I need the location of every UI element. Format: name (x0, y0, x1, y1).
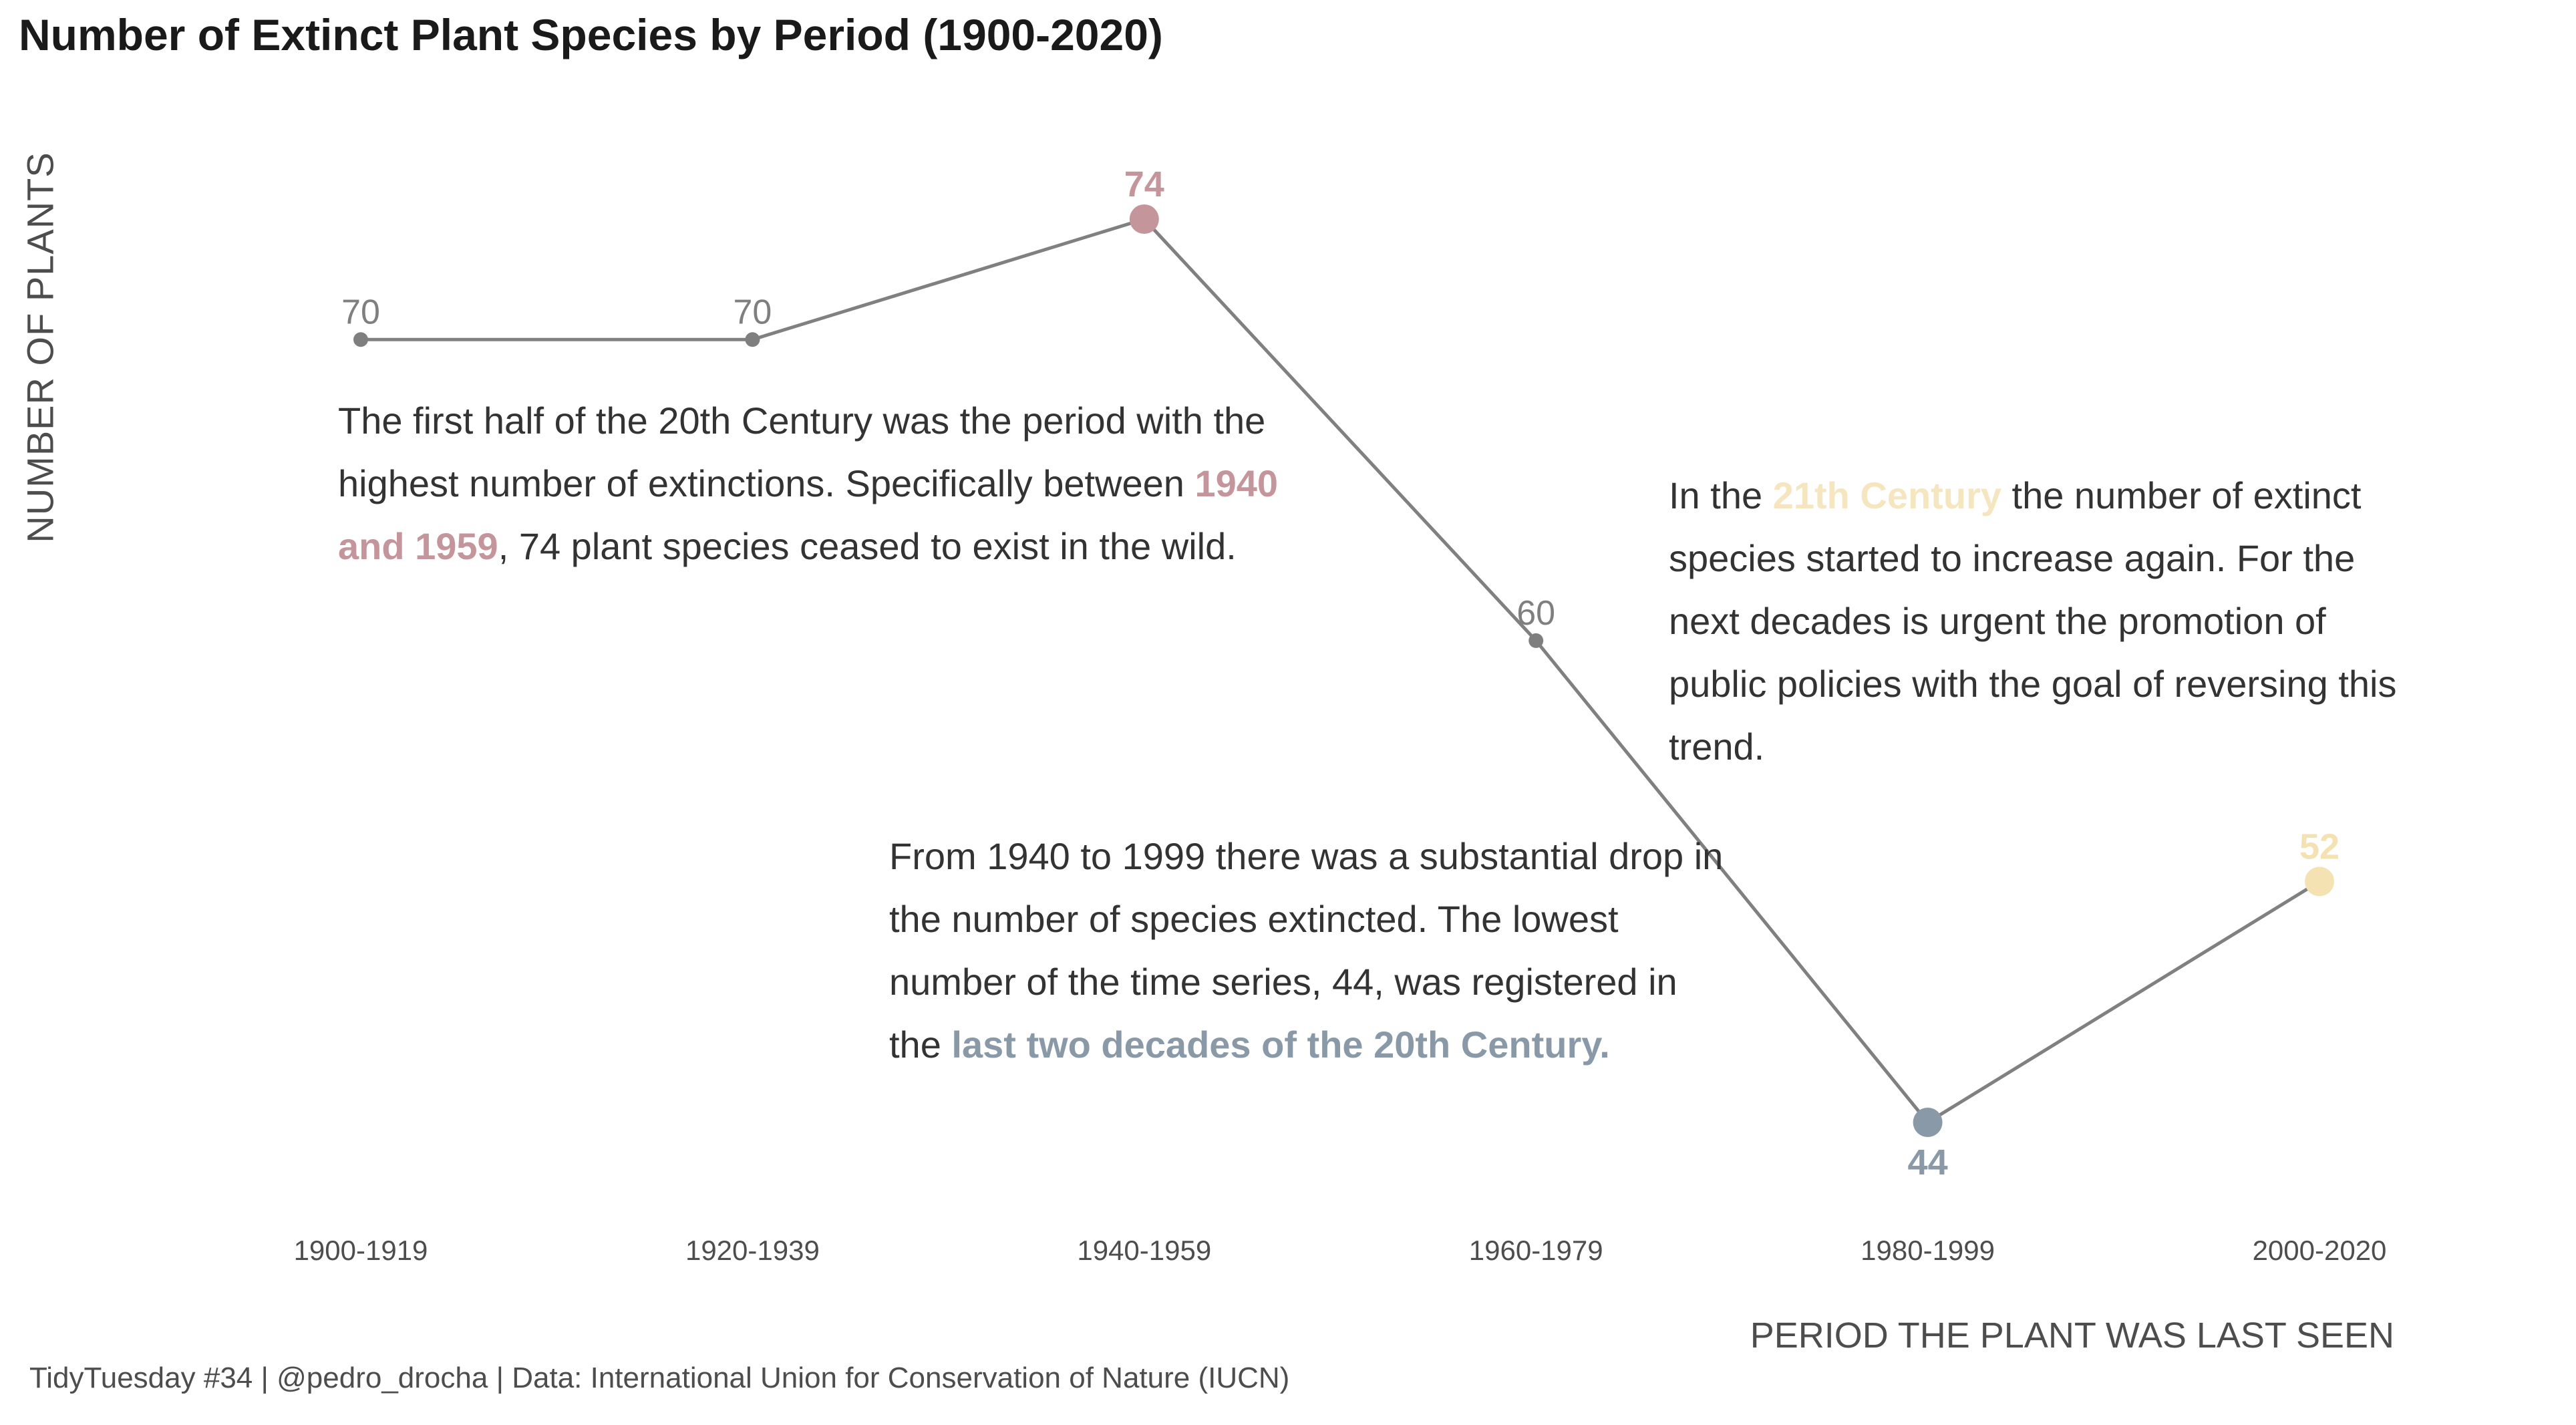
data-point-2000-2020 (2305, 866, 2334, 897)
x-tick-label-1900-1919: 1900-1919 (294, 1235, 428, 1266)
annotation-first-highlight: 1940 and 1959 (338, 462, 1279, 567)
annotation-drop: From 1940 to 1999 there was a substantia… (889, 825, 1724, 1076)
annotation-first-text-1: The first half of the 20th Century was t… (338, 400, 1266, 504)
annotation-second-text-2: the number of extinct species started to… (1669, 474, 2397, 768)
data-point-1940-1959 (1129, 204, 1159, 234)
series-line (361, 217, 2321, 1124)
data-point-1920-1939 (745, 332, 760, 347)
annotation-21st-century: In the 21th Century the number of extinc… (1669, 464, 2424, 778)
annotation-second-text-1: In the (1669, 474, 1773, 516)
x-tick-label-2000-2020: 2000-2020 (2253, 1235, 2387, 1266)
chart-title: Number of Extinct Plant Species by Perio… (19, 10, 1163, 59)
x-axis-label: PERIOD THE PLANT WAS LAST SEEN (1750, 1315, 2394, 1356)
data-label-1920-1939: 70 (733, 293, 772, 331)
data-label-1980-1999: 44 (1908, 1142, 1948, 1182)
x-tick-label-1960-1979: 1960-1979 (1469, 1235, 1603, 1266)
x-tick-label-1940-1959: 1940-1959 (1077, 1235, 1211, 1266)
annotation-second-highlight: 21th Century (1772, 474, 2001, 516)
x-tick-label-1980-1999: 1980-1999 (1861, 1235, 1995, 1266)
data-label-1940-1959: 74 (1124, 164, 1164, 204)
data-label-1900-1919: 70 (341, 293, 380, 331)
caption: TidyTuesday #34 | @pedro_drocha | Data: … (29, 1362, 1290, 1394)
annotation-third-highlight: last two decades of the 20th Century. (951, 1023, 1610, 1066)
data-point-1980-1999 (1913, 1108, 1943, 1137)
data-label-2000-2020: 52 (2299, 826, 2340, 866)
data-point-1960-1979 (1528, 633, 1544, 648)
data-label-1960-1979: 60 (1516, 594, 1555, 633)
x-tick-label-1920-1939: 1920-1939 (685, 1235, 820, 1266)
annotation-third-text-1: From 1940 to 1999 there was a substantia… (889, 835, 1724, 1066)
annotation-first-text-2: , 74 plant species ceased to exist in th… (498, 525, 1237, 567)
data-point-1900-1919 (353, 332, 368, 347)
annotation-first-half: The first half of the 20th Century was t… (338, 389, 1327, 578)
